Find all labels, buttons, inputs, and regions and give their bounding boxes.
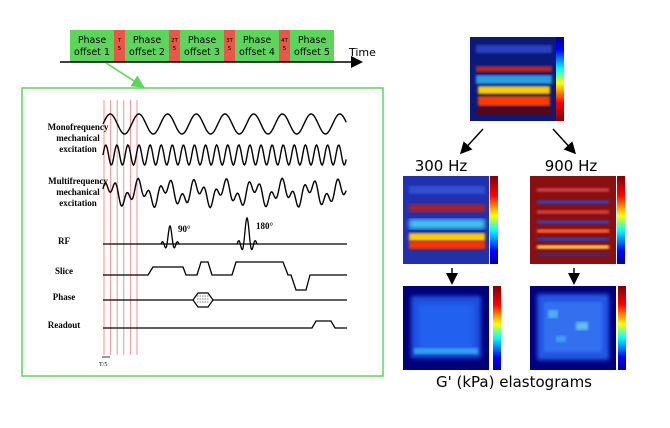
- phase-offset-block: [125, 30, 169, 62]
- sequence-row-label: excitation: [59, 198, 97, 208]
- rf-pulse-90: [160, 224, 180, 249]
- mono-wave-low: [102, 113, 347, 135]
- phase-block-label: Phase: [78, 35, 107, 46]
- wave-image-900hz: [530, 176, 625, 264]
- phase-offset-block: [180, 30, 224, 62]
- phase-offset-block: [235, 30, 279, 62]
- sequence-waveforms: 90° 180°: [102, 113, 347, 329]
- phase-block-label: offset 2: [129, 47, 165, 58]
- delay-block: [169, 30, 180, 62]
- elastogram-900hz: [530, 286, 626, 370]
- sequence-row-label: Monofrequency: [48, 122, 109, 132]
- pulse-180-label: 180°: [256, 221, 274, 231]
- wave-image-top: [470, 37, 564, 121]
- phase-block-label: offset 4: [239, 47, 275, 58]
- phase-block-label: Phase: [133, 35, 162, 46]
- delay-label: 2T: [171, 38, 178, 44]
- phase-block-label: Phase: [188, 35, 217, 46]
- delay-block: [279, 30, 290, 62]
- sequence-row-label: Readout: [48, 320, 81, 330]
- phase-offset-block: [290, 30, 334, 62]
- sequence-row-label: mechanical: [56, 133, 100, 143]
- zoom-arrow: [105, 62, 145, 88]
- sequence-row-label: excitation: [59, 144, 97, 154]
- freq-300-label: 300 Hz: [415, 157, 468, 175]
- readout-gradient: [103, 320, 347, 329]
- delay-block: [224, 30, 235, 62]
- phase-block-label: offset 5: [294, 47, 330, 58]
- sequence-row-label: RF: [58, 236, 70, 246]
- time-axis-label: Time: [348, 46, 376, 59]
- phase-block-label: offset 1: [74, 47, 110, 58]
- phase-encode-blip: [192, 292, 214, 308]
- delay-label: 5: [173, 46, 177, 52]
- delay-label: 5: [118, 46, 122, 52]
- sequence-row-label: mechanical: [56, 187, 100, 197]
- multi-wave: [102, 177, 347, 209]
- mono-wave-high: [102, 143, 347, 167]
- delay-label: 4T: [281, 38, 288, 44]
- phase-offset-markers: T/5: [99, 100, 138, 368]
- delay-block: [114, 30, 125, 62]
- sequence-row-label: Slice: [55, 266, 73, 276]
- delay-label: 5: [228, 46, 232, 52]
- wave-image-300hz: [403, 176, 498, 264]
- phase-block-label: offset 3: [184, 47, 220, 58]
- elastography-panel: 300 Hz 900 Hz: [403, 37, 626, 391]
- freq-900-label: 900 Hz: [545, 157, 598, 175]
- delay-label: T: [117, 38, 122, 44]
- tick-label: T/5: [99, 362, 107, 368]
- sequence-row-labels: MonofrequencymechanicalexcitationMultifr…: [48, 122, 109, 330]
- pulse-90-label: 90°: [178, 224, 191, 234]
- sequence-row-label: Multifrequency: [48, 176, 108, 186]
- elastogram-caption: G' (kPa) elastograms: [436, 373, 592, 391]
- phase-block-label: Phase: [243, 35, 272, 46]
- delay-label: 3T: [226, 38, 233, 44]
- slice-gradient: [103, 261, 347, 291]
- rf-pulse-180: [236, 216, 258, 251]
- elastogram-300hz: [403, 286, 501, 370]
- phase-offset-block: [70, 30, 114, 62]
- delay-label: 5: [283, 46, 287, 52]
- phase-block-label: Phase: [298, 35, 327, 46]
- sequence-row-label: Phase: [53, 292, 76, 302]
